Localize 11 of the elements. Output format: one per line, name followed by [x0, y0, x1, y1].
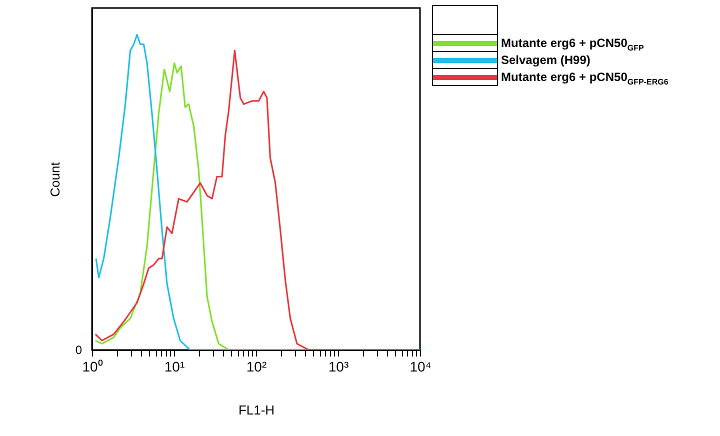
- x-tick-label: 10³: [328, 358, 349, 374]
- x-tick-label: 10¹: [164, 358, 185, 374]
- x-tick-label: 10⁰: [82, 358, 103, 374]
- text: Mutante erg6 + pCN50$_{GFP-ERG6}$: [501, 70, 668, 86]
- text: Mutante erg6 + pCN50$_{GFP}$: [501, 36, 644, 52]
- x-tick-label: 10⁴: [410, 358, 432, 374]
- y-axis-title: Count: [48, 162, 62, 197]
- text: 0: [75, 343, 82, 357]
- text: Selvagem (H99): [501, 53, 590, 67]
- x-axis-title: FL1-H: [238, 402, 275, 418]
- x-tick-label: 10²: [246, 358, 267, 374]
